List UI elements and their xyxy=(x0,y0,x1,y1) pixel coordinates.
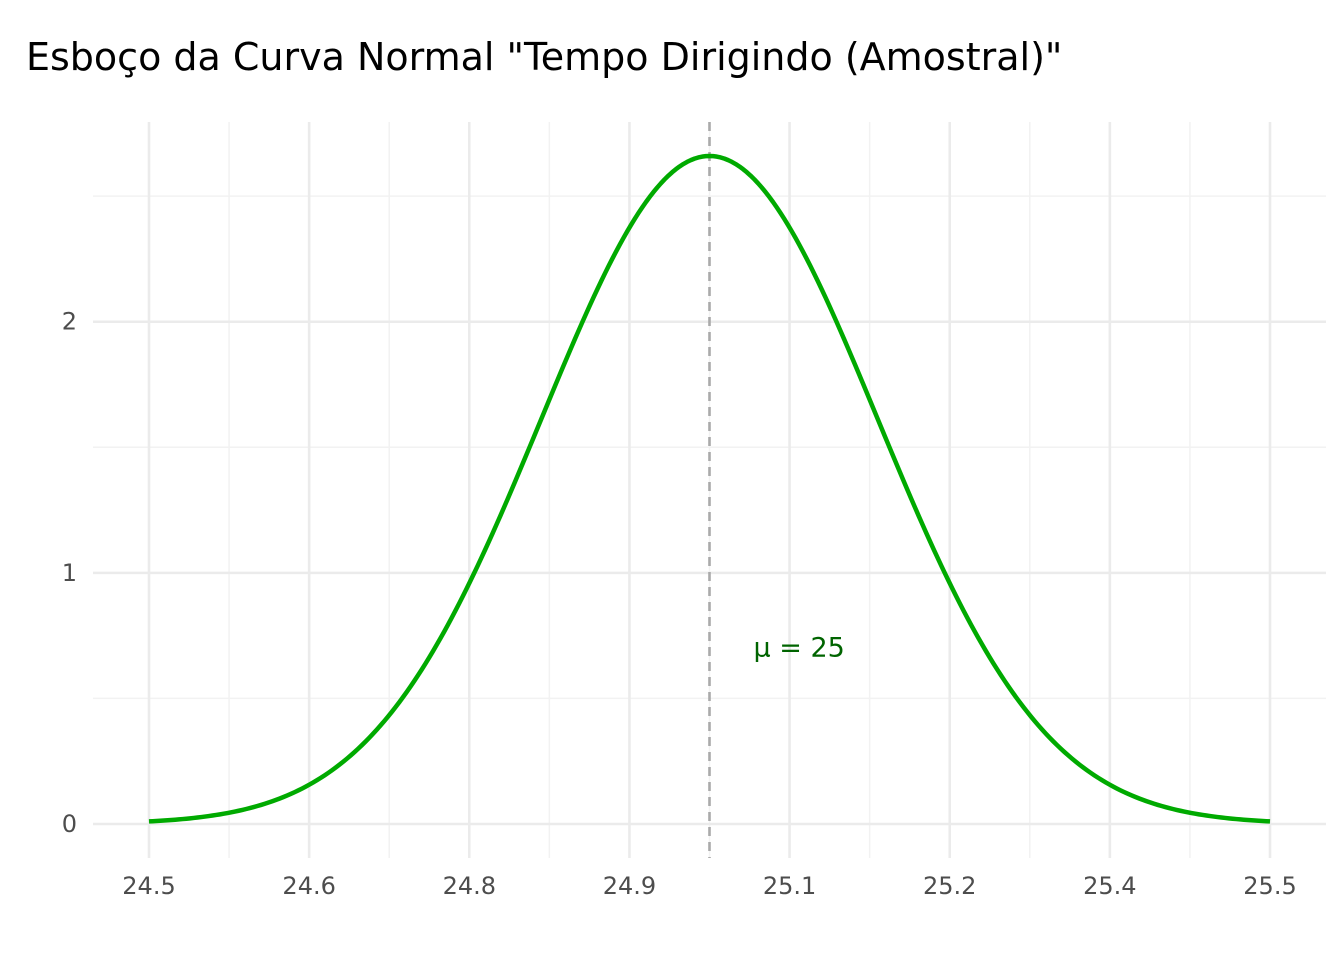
x-axis-ticks: 24.5 24.6 24.8 24.9 25.1 25.2 25.4 25.5 xyxy=(122,872,1296,900)
x-tick-label: 24.9 xyxy=(603,872,656,900)
x-tick-label: 25.4 xyxy=(1083,872,1136,900)
x-tick-label: 25.1 xyxy=(763,872,816,900)
y-axis-ticks: 0 1 2 xyxy=(62,308,77,838)
y-tick-label: 1 xyxy=(62,559,77,587)
x-tick-label: 25.2 xyxy=(923,872,976,900)
mean-annotation: μ = 25 xyxy=(754,633,845,664)
grid-minor xyxy=(93,122,1326,858)
x-tick-label: 24.8 xyxy=(443,872,496,900)
x-tick-label: 25.5 xyxy=(1243,872,1296,900)
y-tick-label: 0 xyxy=(62,810,77,838)
chart-title: Esboço da Curva Normal "Tempo Dirigindo … xyxy=(26,35,1063,79)
y-tick-label: 2 xyxy=(62,308,77,336)
x-tick-label: 24.6 xyxy=(282,872,335,900)
grid-major xyxy=(93,122,1326,858)
normal-density-curve xyxy=(148,153,1271,824)
x-tick-label: 24.5 xyxy=(122,872,175,900)
